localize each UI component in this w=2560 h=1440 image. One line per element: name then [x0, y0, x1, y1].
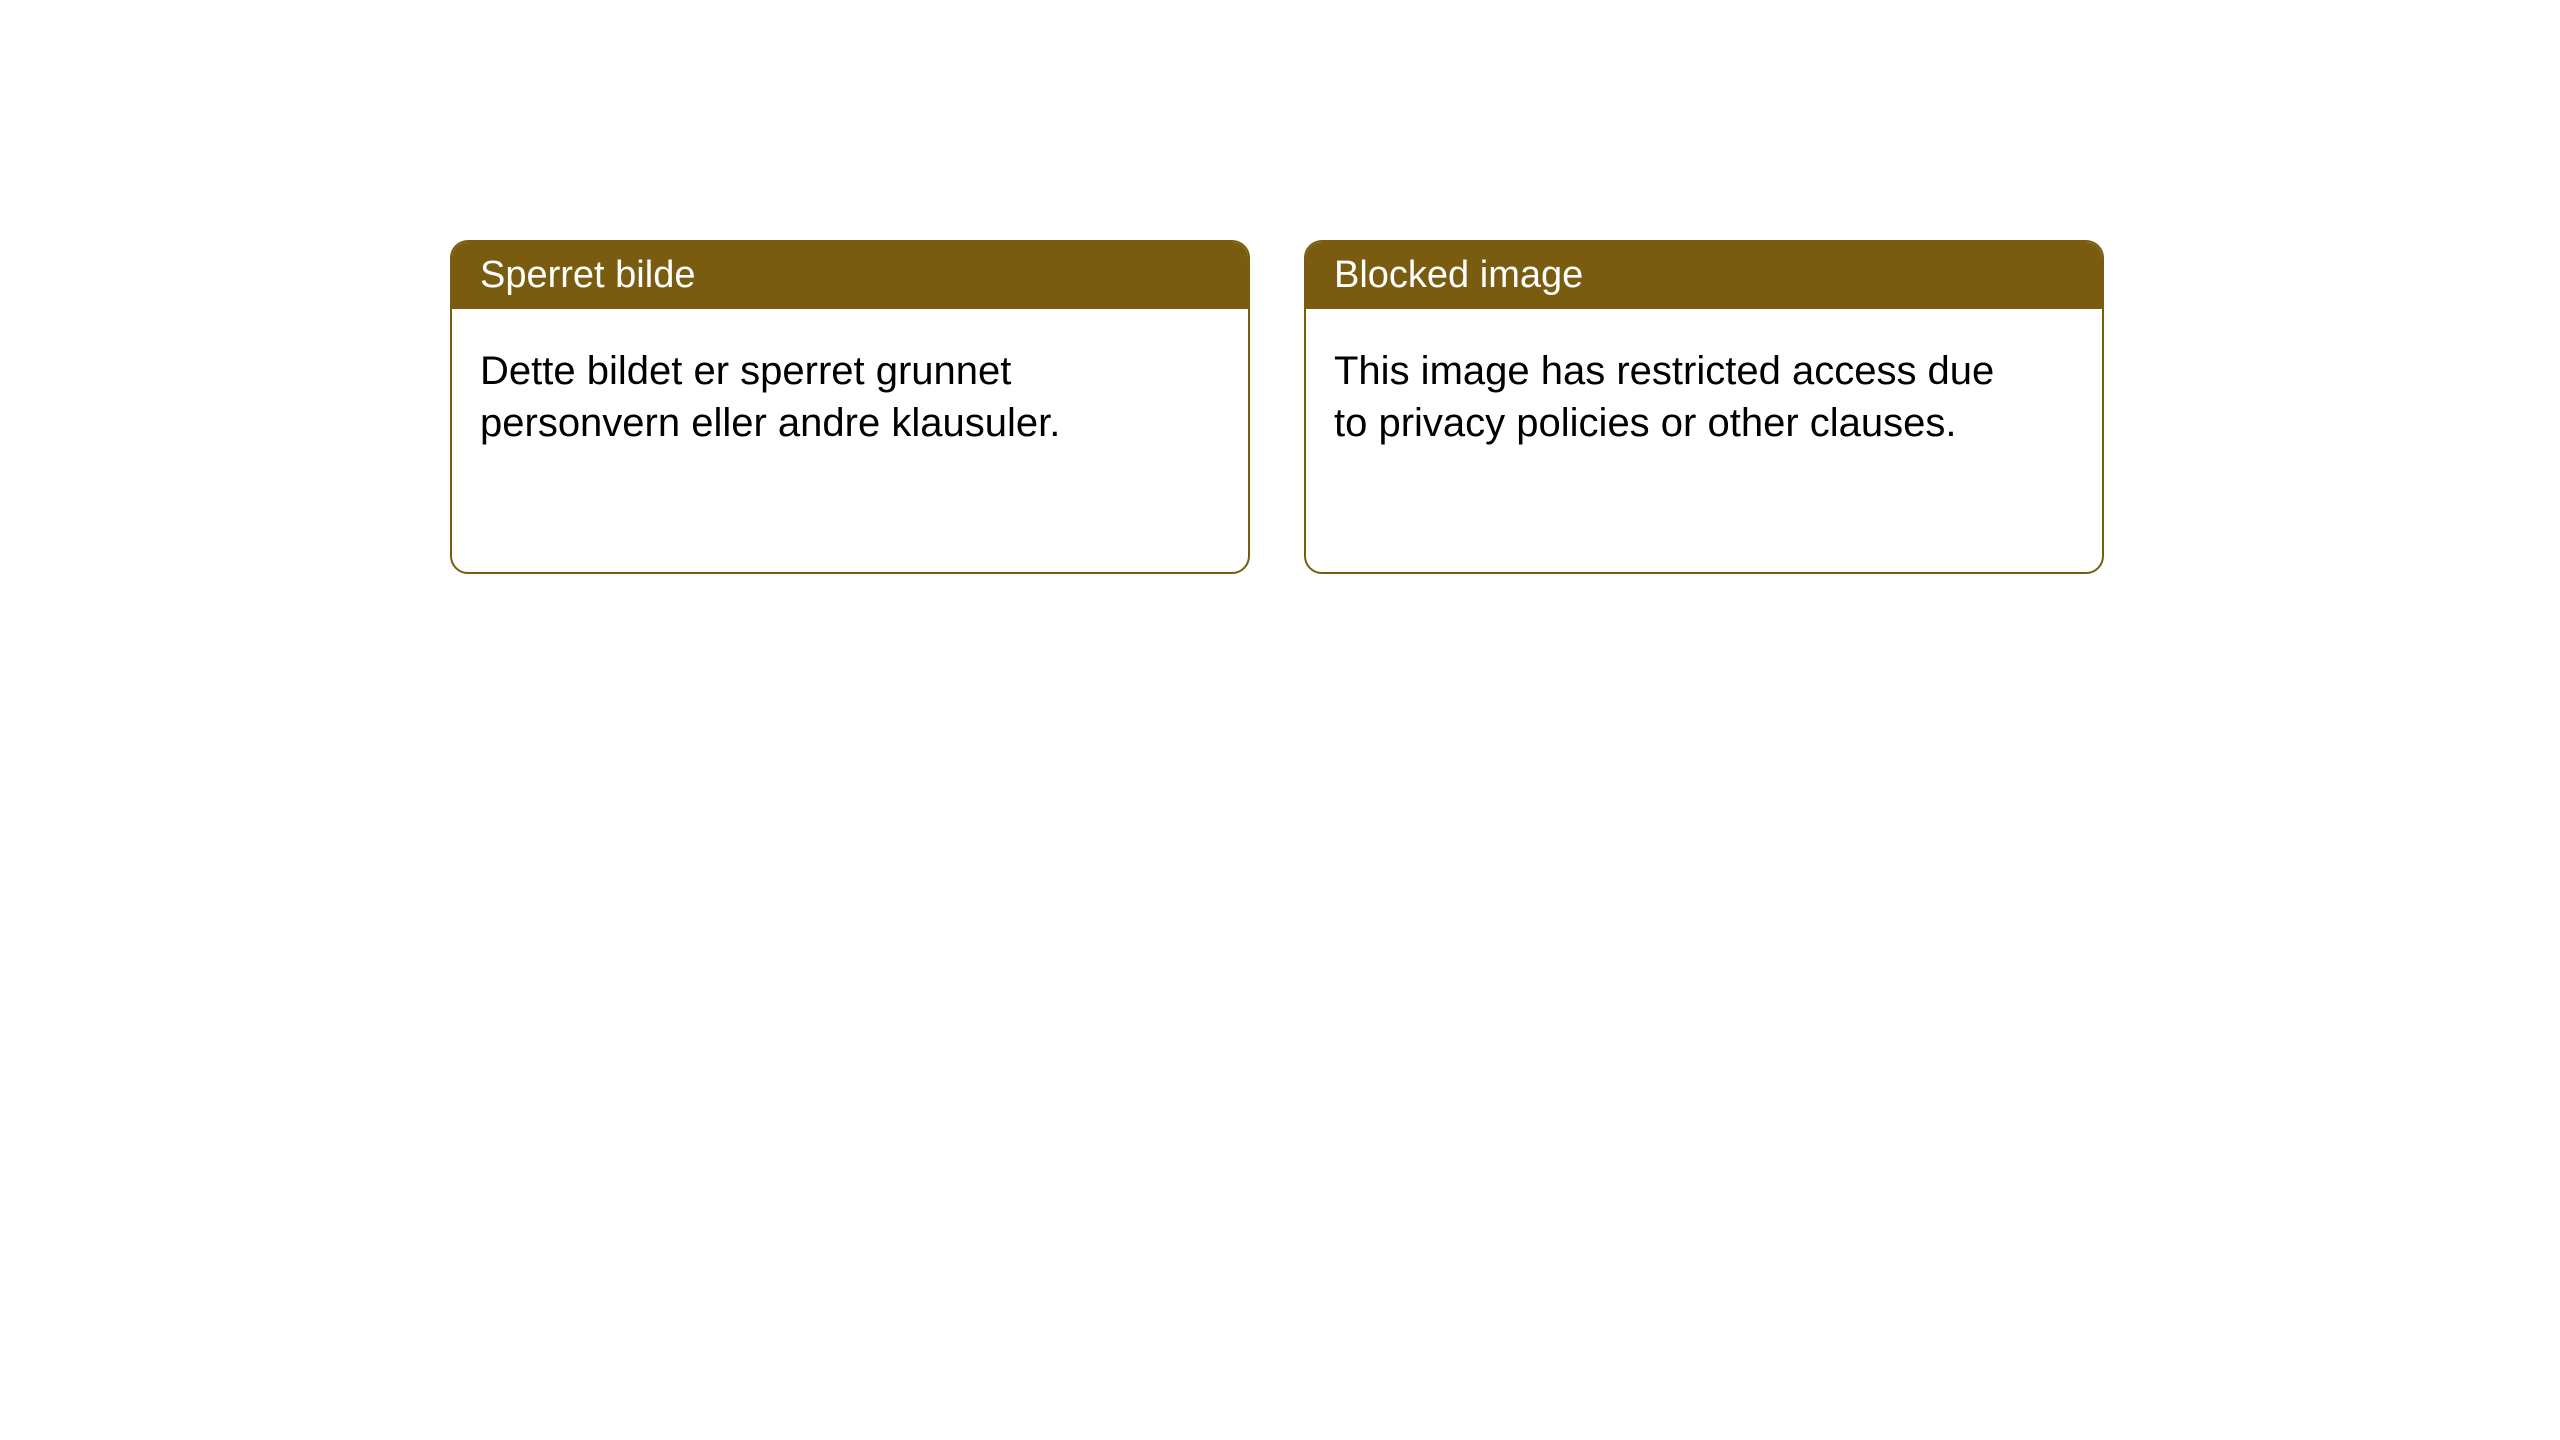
notice-text: Dette bildet er sperret grunnet personve…	[480, 349, 1060, 445]
notice-container: Sperret bilde Dette bildet er sperret gr…	[0, 0, 2560, 574]
notice-header: Blocked image	[1306, 242, 2102, 309]
notice-title: Sperret bilde	[480, 254, 695, 296]
notice-header: Sperret bilde	[452, 242, 1248, 309]
notice-body: Dette bildet er sperret grunnet personve…	[452, 309, 1172, 485]
notice-text: This image has restricted access due to …	[1334, 349, 1994, 445]
notice-title: Blocked image	[1334, 254, 1583, 296]
notice-box-english: Blocked image This image has restricted …	[1304, 240, 2104, 574]
notice-box-norwegian: Sperret bilde Dette bildet er sperret gr…	[450, 240, 1250, 574]
notice-body: This image has restricted access due to …	[1306, 309, 2026, 485]
